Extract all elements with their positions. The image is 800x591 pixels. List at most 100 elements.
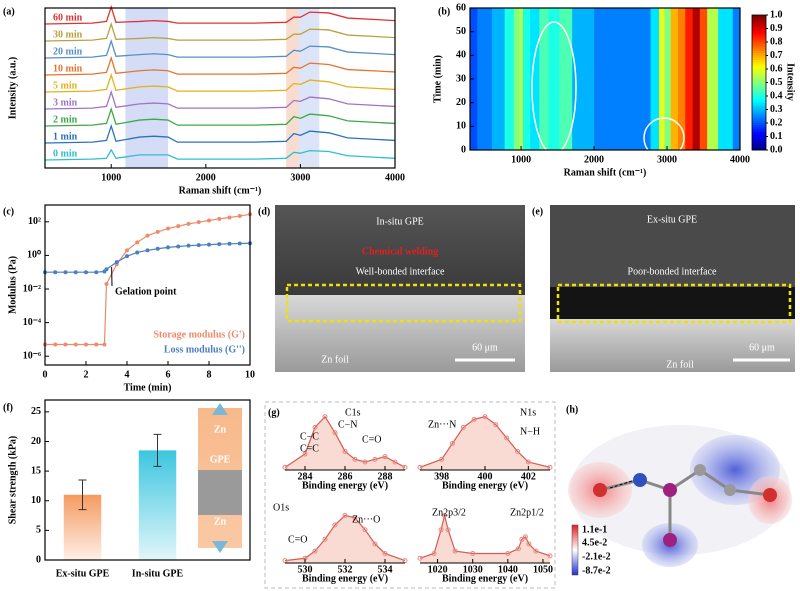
colorbar-tick-label: 0.5 (770, 77, 783, 88)
y-tick-label: 0 (461, 144, 466, 155)
data-point (94, 270, 99, 275)
colorbar-tick-label: 0.8 (770, 36, 783, 47)
data-point (166, 245, 170, 250)
esp-label: -2.1e-2 (582, 551, 611, 562)
peak-label: Zn···O (352, 514, 380, 525)
data-point (63, 270, 68, 275)
y-tick-label: 0 (36, 554, 41, 565)
inset-label: Zn (214, 516, 227, 527)
colorbar-segment (752, 46, 766, 50)
colorbar-segment (752, 118, 766, 122)
colorbar-segment (752, 114, 766, 117)
colorbar-segment (752, 80, 766, 83)
x-tick-label: 4 (125, 369, 130, 380)
series-line (45, 213, 251, 346)
panel-label: (e) (532, 206, 543, 217)
area (420, 416, 550, 470)
data-point (125, 254, 129, 259)
spectrum (44, 72, 396, 93)
data-point (504, 435, 510, 441)
peak-label: Zn2p1/2 (510, 507, 544, 518)
x-tick-label: 2 (84, 369, 89, 380)
colorbar-segment (752, 87, 766, 90)
sem-text: Zn foil (666, 359, 694, 370)
panel-label: (g) (268, 407, 280, 418)
data-point (342, 512, 348, 518)
colorbar-segment (752, 138, 766, 142)
heat-cell (650, 8, 660, 150)
data-point (515, 448, 520, 454)
x-axis-label: Raman shift (cm⁻¹) (179, 185, 262, 196)
colorbar-tick-label: 0.2 (770, 117, 783, 128)
data-point (526, 541, 532, 547)
data-point (522, 534, 528, 540)
data-point (332, 522, 338, 528)
x-tick-label: 288 (378, 471, 393, 482)
heat-cell (513, 8, 520, 150)
data-point (438, 527, 444, 533)
colorbar-segment (752, 64, 766, 68)
data-point (186, 221, 191, 226)
category-label: In-situ GPE (132, 568, 184, 579)
x-tick-label: 286 (338, 471, 353, 482)
heat-cell (677, 8, 686, 150)
area (420, 515, 550, 563)
sem-image-d (275, 205, 525, 372)
fit-line (419, 416, 551, 468)
x-tick-label: 398 (434, 471, 449, 482)
panel-label: (f) (3, 402, 13, 413)
legend-label: 0 min (53, 148, 78, 159)
hbond (609, 479, 636, 489)
colorbar-segment (752, 17, 766, 20)
colorbar-segment (752, 105, 766, 108)
colorbar-segment (752, 82, 766, 86)
data-point (282, 464, 288, 470)
colorbar-tick-label: 1.0 (770, 9, 783, 20)
inset-gpe (198, 470, 242, 515)
legend-label: 3 min (53, 97, 78, 108)
shaded-region (286, 8, 299, 168)
data-point (417, 555, 423, 561)
data-point (525, 459, 531, 465)
highlight (643, 117, 685, 159)
heat-cell (670, 8, 679, 150)
colorbar-segment (752, 91, 766, 95)
data-point (217, 216, 222, 221)
x-tick-label: 6 (166, 369, 171, 380)
data-point (493, 422, 499, 428)
heat-cell (530, 8, 540, 150)
x-tick-label: 1040 (498, 564, 518, 575)
heat-cell (548, 8, 560, 150)
data-point (176, 224, 181, 229)
esp-label: -8.7e-2 (582, 565, 611, 576)
colorbar-segment (752, 102, 766, 106)
plot-frame (44, 7, 396, 169)
colorbar-segment (752, 30, 766, 34)
data-point (470, 550, 476, 556)
x-tick-label: 3000 (290, 172, 310, 183)
peak-label: Zn···N (428, 419, 456, 430)
data-point (125, 248, 129, 253)
data-point (53, 270, 58, 275)
subplot-title: C1s (345, 407, 361, 418)
y-tick-label: 20 (456, 97, 466, 108)
heat-cell (594, 8, 628, 150)
atom (663, 533, 677, 547)
colorbar-segment (752, 53, 766, 56)
data-point (515, 546, 521, 552)
data-point (362, 459, 368, 465)
legend-label: Storage modulus (G') (153, 329, 245, 340)
data-point (352, 456, 358, 462)
x-axis-label: Binding energy (eV) (302, 480, 388, 491)
colorbar-segment (752, 93, 766, 97)
y-tick-label: 10⁻⁶ (23, 351, 41, 362)
x-tick-label: 400 (478, 471, 493, 482)
plot-frame (44, 399, 251, 561)
heat-cell (692, 8, 701, 150)
colorbar-segment (752, 84, 766, 88)
inset-label: Zn (214, 424, 227, 435)
sem-image-e (550, 205, 795, 372)
data-point (94, 342, 99, 347)
interface-box (285, 283, 522, 323)
heat-cell (522, 8, 531, 150)
